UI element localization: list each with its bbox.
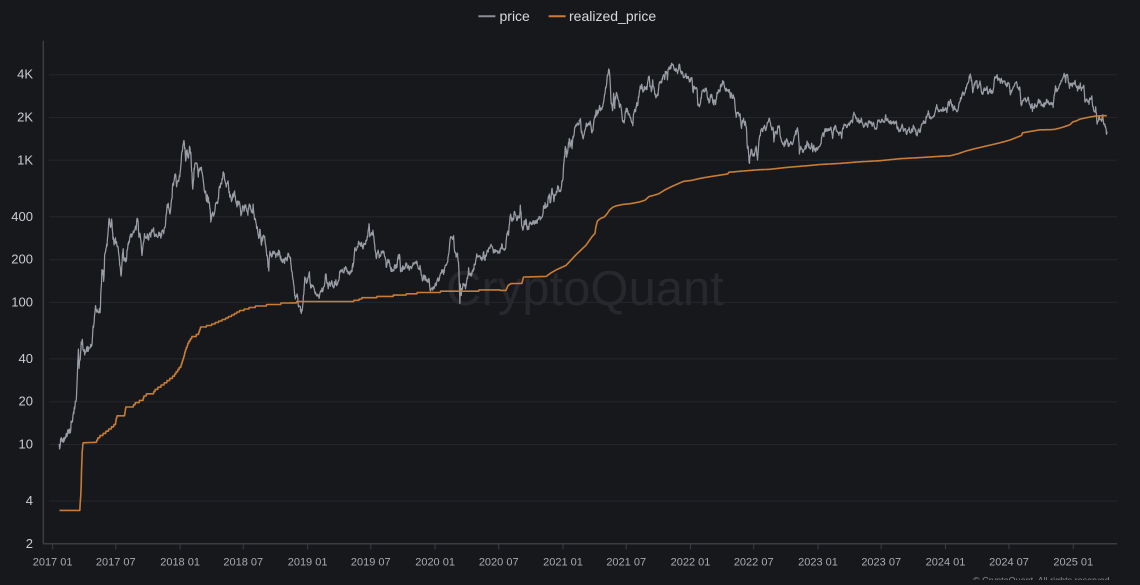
svg-text:2022 01: 2022 01 bbox=[671, 557, 711, 569]
svg-text:2017 01: 2017 01 bbox=[33, 557, 73, 569]
svg-text:2021 07: 2021 07 bbox=[606, 557, 646, 569]
svg-text:2022 07: 2022 07 bbox=[734, 557, 774, 569]
svg-text:© CryptoQuant. All rights rese: © CryptoQuant. All rights reserved bbox=[973, 576, 1110, 581]
svg-text:4K: 4K bbox=[17, 67, 33, 82]
svg-text:realized_price: realized_price bbox=[569, 8, 656, 24]
svg-text:2: 2 bbox=[26, 536, 33, 551]
svg-text:2017 07: 2017 07 bbox=[96, 557, 136, 569]
svg-text:2023 07: 2023 07 bbox=[861, 557, 901, 569]
svg-text:2020 01: 2020 01 bbox=[415, 557, 455, 569]
svg-text:2019 07: 2019 07 bbox=[351, 557, 391, 569]
svg-text:1K: 1K bbox=[17, 152, 33, 167]
svg-text:2024 01: 2024 01 bbox=[926, 557, 966, 569]
svg-text:2024 07: 2024 07 bbox=[989, 557, 1029, 569]
svg-text:200: 200 bbox=[11, 252, 33, 267]
svg-text:2018 07: 2018 07 bbox=[223, 557, 263, 569]
svg-text:10: 10 bbox=[19, 437, 33, 452]
svg-text:2020 07: 2020 07 bbox=[479, 557, 519, 569]
svg-text:20: 20 bbox=[19, 394, 33, 409]
svg-text:2K: 2K bbox=[17, 110, 33, 125]
svg-text:40: 40 bbox=[19, 351, 33, 366]
svg-text:price: price bbox=[500, 8, 531, 24]
svg-text:2019 01: 2019 01 bbox=[288, 557, 328, 569]
svg-text:2025 01: 2025 01 bbox=[1053, 557, 1093, 569]
svg-text:2018 01: 2018 01 bbox=[160, 557, 200, 569]
svg-text:2021 01: 2021 01 bbox=[543, 557, 583, 569]
svg-text:400: 400 bbox=[11, 209, 33, 224]
svg-text:2023 01: 2023 01 bbox=[798, 557, 838, 569]
svg-text:4: 4 bbox=[26, 493, 33, 508]
svg-text:100: 100 bbox=[11, 294, 33, 309]
svg-text:CryptoQuant: CryptoQuant bbox=[446, 262, 724, 316]
